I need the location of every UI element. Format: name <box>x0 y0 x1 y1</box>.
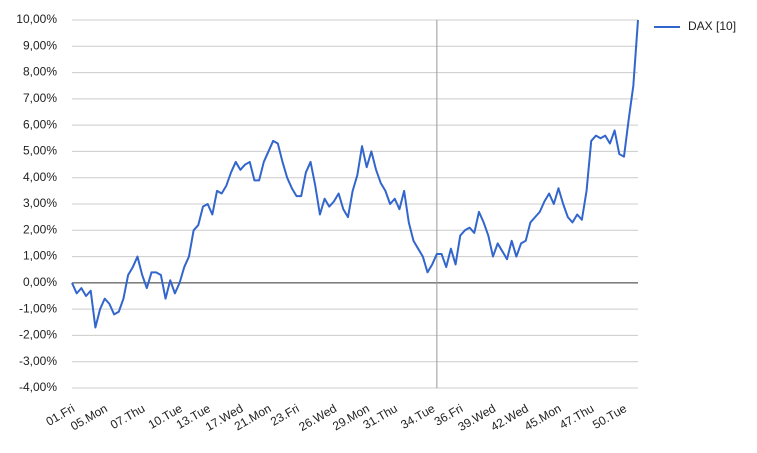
y-tick-label: 7,00% <box>23 91 57 105</box>
y-tick-label: 9,00% <box>23 38 57 52</box>
y-tick-label: 5,00% <box>23 144 57 158</box>
y-tick-label: -1,00% <box>19 301 57 315</box>
y-tick-label: 10,00% <box>16 12 57 26</box>
y-tick-label: 2,00% <box>23 222 57 236</box>
x-tick-label: 05.Mon <box>68 401 110 433</box>
y-tick-label: 0,00% <box>23 275 57 289</box>
y-tick-label: 8,00% <box>23 65 57 79</box>
y-tick-label: 1,00% <box>23 249 57 263</box>
y-tick-label: 6,00% <box>23 117 57 131</box>
y-tick-label: 3,00% <box>23 196 57 210</box>
y-tick-label: -4,00% <box>19 380 57 394</box>
legend-label: DAX [10] <box>688 19 736 33</box>
x-tick-label: 50.Tue <box>590 401 629 432</box>
y-tick-label: 4,00% <box>23 170 57 184</box>
x-tick-label: 45.Mon <box>522 401 564 433</box>
x-tick-label: 47.Thu <box>557 401 596 432</box>
x-tick-label: 23.Fri <box>268 401 302 428</box>
x-tick-label: 26.Wed <box>296 401 339 434</box>
series-line <box>71 19 639 329</box>
x-tick-label: 07.Thu <box>108 401 147 432</box>
y-tick-label: -3,00% <box>19 354 57 368</box>
y-tick-label: -2,00% <box>19 328 57 342</box>
x-tick-label: 42.Wed <box>488 401 531 434</box>
